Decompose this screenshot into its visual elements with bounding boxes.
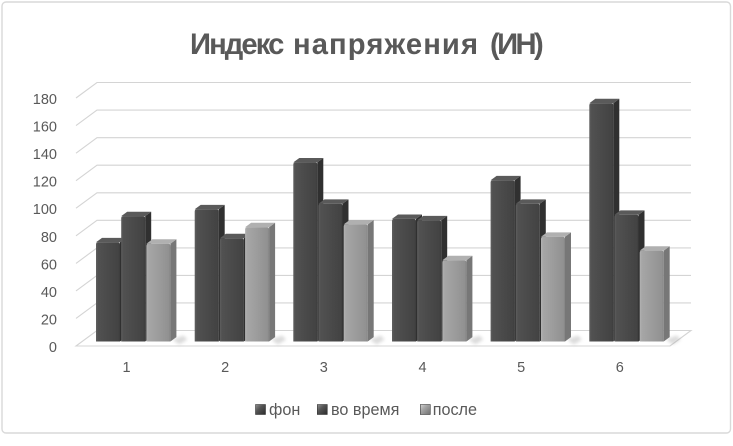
svg-text:180: 180 — [33, 92, 57, 108]
svg-text:6: 6 — [616, 360, 624, 376]
svg-text:во время: во время — [331, 401, 399, 419]
svg-text:фон: фон — [269, 401, 300, 419]
svg-text:3: 3 — [320, 360, 328, 376]
svg-text:20: 20 — [41, 312, 57, 328]
svg-text:после: после — [433, 401, 477, 419]
svg-text:100: 100 — [33, 202, 57, 218]
svg-text:40: 40 — [41, 285, 57, 301]
svg-text:160: 160 — [33, 120, 57, 136]
svg-text:5: 5 — [517, 360, 525, 376]
svg-text:120: 120 — [33, 175, 57, 191]
svg-text:4: 4 — [418, 360, 426, 376]
svg-text:1: 1 — [122, 360, 130, 376]
svg-text:0: 0 — [49, 340, 57, 356]
svg-text:2: 2 — [221, 360, 229, 376]
svg-text:60: 60 — [41, 257, 57, 273]
svg-text:80: 80 — [41, 230, 57, 246]
svg-text:140: 140 — [33, 147, 57, 163]
